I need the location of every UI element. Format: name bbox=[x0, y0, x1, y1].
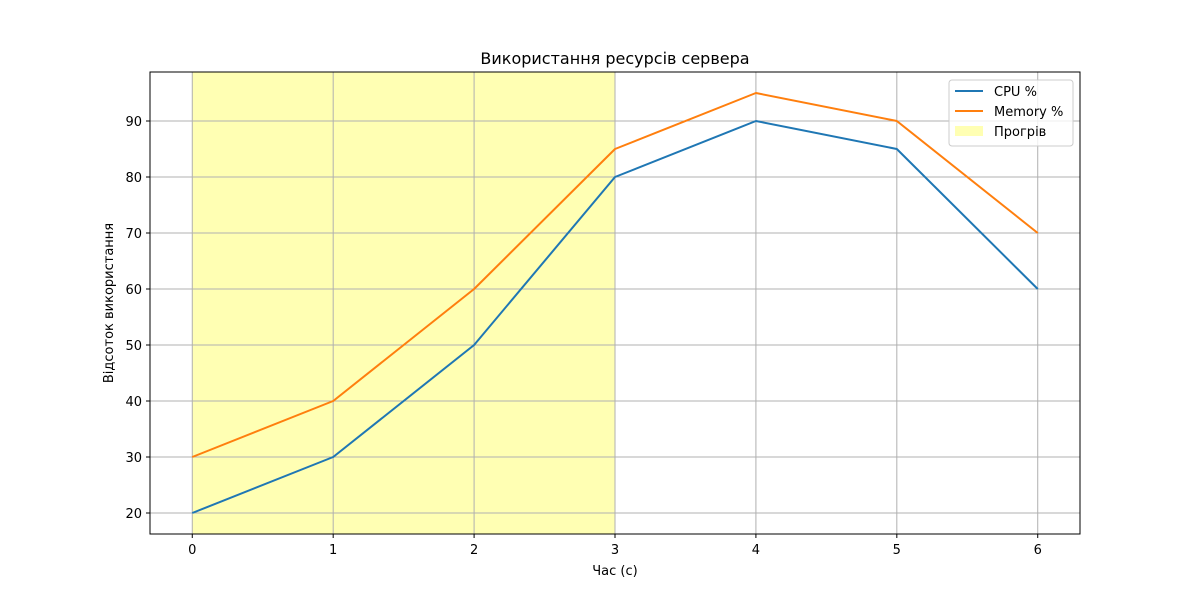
x-tick-label: 0 bbox=[188, 543, 196, 558]
series-line-memory bbox=[191, 92, 1039, 458]
y-tick-label: 80 bbox=[125, 171, 142, 186]
y-axis-label: Відсоток використання bbox=[102, 223, 117, 383]
legend-label-warmup: Прогрів bbox=[994, 125, 1046, 140]
x-tick-label: 1 bbox=[329, 543, 337, 558]
y-tick-label: 20 bbox=[125, 507, 142, 522]
x-tick-label: 5 bbox=[893, 543, 901, 558]
x-tick-label: 6 bbox=[1034, 543, 1042, 558]
y-tick-label: 90 bbox=[125, 115, 142, 130]
y-tick-label: 70 bbox=[125, 227, 142, 242]
legend-label-cpu: CPU % bbox=[994, 85, 1037, 100]
x-tick-label: 2 bbox=[470, 543, 478, 558]
y-tick-label: 40 bbox=[125, 395, 142, 410]
x-tick-label: 3 bbox=[611, 543, 619, 558]
y-tick-label: 60 bbox=[125, 283, 142, 298]
x-axis-label: Час (с) bbox=[592, 564, 637, 579]
legend: CPU % Memory % Прогрів bbox=[948, 79, 1074, 147]
y-tick-label: 30 bbox=[125, 451, 142, 466]
x-tick-label: 4 bbox=[752, 543, 760, 558]
chart-title: Використання ресурсів сервера bbox=[480, 49, 749, 68]
legend-label-memory: Memory % bbox=[994, 105, 1063, 120]
series-line-cpu bbox=[191, 120, 1039, 514]
legend-swatch-warmup bbox=[955, 126, 983, 136]
y-tick-label: 50 bbox=[125, 339, 142, 354]
warmup-region bbox=[192, 72, 616, 534]
